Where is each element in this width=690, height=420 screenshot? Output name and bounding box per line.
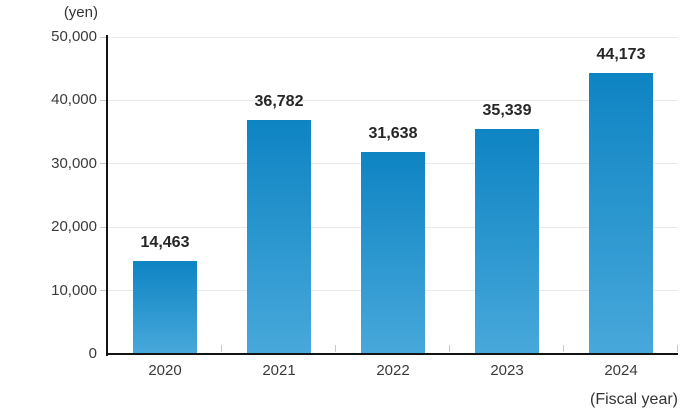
bar-value-label: 35,339 [482, 101, 532, 119]
y-tick-label: 30,000 [51, 154, 97, 172]
x-axis-line [106, 353, 678, 355]
y-tick-label: 10,000 [51, 281, 97, 299]
x-axis-title: (Fiscal year) [589, 391, 678, 408]
bar [133, 261, 197, 353]
y-axis-tick [100, 226, 107, 228]
bar [589, 72, 653, 353]
x-axis-tick [221, 345, 222, 352]
bar [475, 128, 539, 353]
y-axis-unit-label: (yen) [63, 4, 98, 21]
y-axis-tick [100, 290, 107, 292]
y-axis-line [106, 35, 108, 356]
y-tick-label: 0 [88, 345, 97, 362]
x-category-label: 2024 [604, 362, 638, 379]
y-tick-label: 20,000 [51, 218, 97, 236]
bar-value-label: 36,782 [254, 92, 304, 110]
x-category-label: 2021 [262, 362, 296, 379]
x-category-label: 2020 [148, 362, 182, 379]
bar [361, 152, 425, 353]
x-category-label: 2022 [376, 362, 410, 379]
y-axis-tick [100, 36, 107, 38]
bar-value-label: 31,638 [368, 125, 418, 143]
x-category-label: 2023 [490, 362, 524, 379]
bar-value-label: 44,173 [596, 45, 646, 63]
y-gridline [108, 99, 678, 101]
y-tick-label: 40,000 [51, 91, 97, 109]
y-tick-label: 50,000 [51, 28, 97, 45]
x-axis-tick [335, 345, 336, 352]
x-axis-tick [677, 345, 678, 352]
x-axis-tick [449, 345, 450, 352]
x-axis-tick [563, 345, 564, 352]
y-gridline [108, 36, 678, 38]
bar-value-label: 14,463 [140, 234, 190, 252]
bar [247, 119, 311, 353]
y-axis-tick [100, 163, 107, 165]
y-axis-tick [100, 99, 107, 101]
